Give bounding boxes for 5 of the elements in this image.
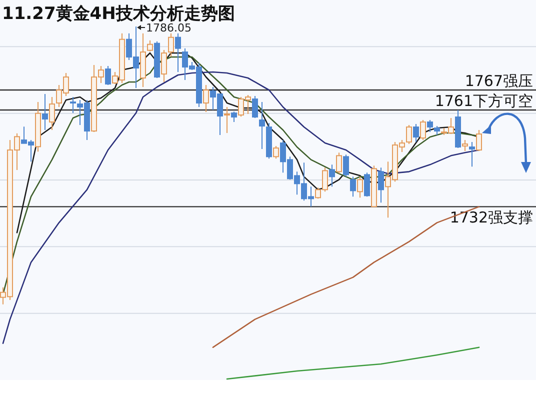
- ref-line-label: 1761下方可空: [434, 92, 533, 110]
- ref-line-label: 1732强支撑: [450, 208, 533, 227]
- chart-title: 11.27黄金4H技术分析走势图: [2, 4, 235, 24]
- ref-line-label: 1767强压: [464, 72, 533, 90]
- annotation: 1786.05: [146, 22, 192, 34]
